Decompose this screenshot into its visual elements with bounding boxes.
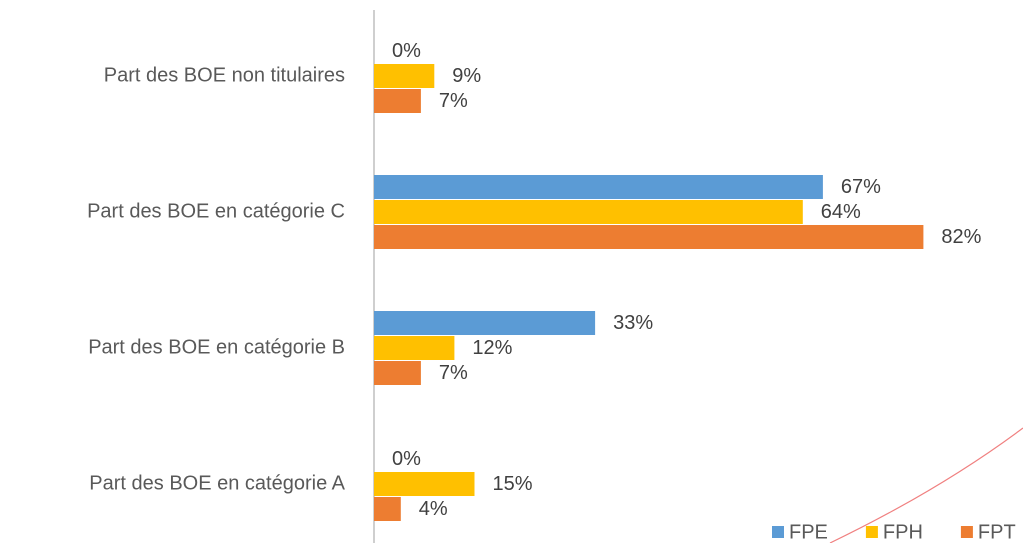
- bar: [374, 200, 803, 224]
- legend-label: FPH: [883, 521, 923, 543]
- value-label: 4%: [419, 498, 448, 520]
- category-label: Part des BOE non titulaires: [104, 64, 345, 86]
- category-label: Part des BOE en catégorie C: [87, 200, 345, 222]
- value-label: 7%: [439, 90, 468, 112]
- value-label: 64%: [821, 201, 861, 223]
- value-label: 9%: [452, 65, 481, 87]
- value-label: 67%: [841, 176, 881, 198]
- bar: [374, 336, 455, 360]
- value-label: 0%: [392, 40, 421, 62]
- bar: [374, 89, 421, 113]
- legend-label: FPT: [978, 521, 1016, 543]
- legend-swatch: [865, 526, 878, 538]
- legend-label: FPE: [789, 521, 828, 543]
- category-label: Part des BOE en catégorie B: [88, 336, 345, 358]
- value-label: 33%: [613, 312, 653, 334]
- bar: [374, 472, 475, 496]
- bar: [374, 311, 596, 335]
- value-label: 7%: [439, 362, 468, 384]
- bar: [374, 64, 435, 88]
- value-label: 82%: [941, 226, 981, 248]
- annotation-curve: [829, 427, 1023, 543]
- value-label: 12%: [472, 337, 512, 359]
- category-label: Part des BOE en catégorie A: [89, 472, 345, 494]
- bar: [374, 361, 421, 385]
- legend-swatch: [772, 526, 784, 538]
- value-label: 15%: [493, 473, 533, 495]
- bar: [374, 225, 924, 249]
- bar: [374, 175, 823, 199]
- legend-swatch: [960, 526, 973, 538]
- value-label: 0%: [392, 448, 421, 470]
- bar: [374, 497, 401, 521]
